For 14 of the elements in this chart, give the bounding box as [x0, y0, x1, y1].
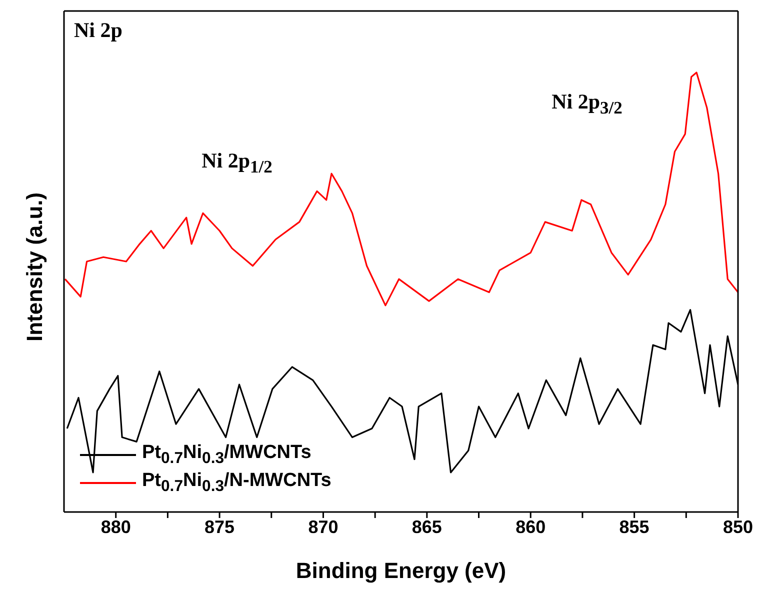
chart-title: Ni 2p — [74, 18, 122, 43]
x-tick-label: 855 — [619, 516, 650, 537]
x-tick-label: 860 — [516, 516, 546, 537]
legend-label: Pt$_{0.7}$Ni$_{0.3}$/MWCNTs — [142, 442, 312, 468]
x-tick-label: 880 — [100, 516, 131, 537]
x-tick-label: 870 — [308, 516, 338, 537]
x-tick-label: 850 — [722, 516, 754, 537]
x-tick-label: 865 — [412, 516, 442, 537]
annotation: Ni 2p$_{1/2}$ — [202, 148, 272, 178]
x-tick-label: 875 — [204, 516, 235, 537]
annotation: Ni 2p$_{3/2}$ — [552, 89, 622, 119]
x-axis-title: Binding Energy (eV) — [296, 558, 506, 583]
y-axis-title: Intensity (a.u.) — [22, 192, 47, 342]
legend-label: Pt$_{0.7}$Ni$_{0.3}$/N-MWCNTs — [142, 470, 332, 496]
